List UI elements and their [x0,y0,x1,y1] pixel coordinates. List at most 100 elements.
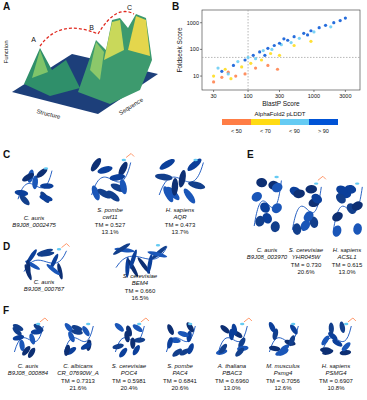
protein-helix [14,189,28,197]
protein-helix [37,251,54,258]
scatter-point [236,60,239,63]
protein-region [44,167,48,169]
species-name: S. cerevisiae [112,363,147,369]
panel-label: C [3,149,10,160]
protein-helix [166,337,174,349]
scatter-point [278,54,281,57]
protein-region [314,182,318,184]
x-tick-label: 1000 [308,93,320,99]
scatter-point [329,25,332,28]
tm-score: TM = 0.7056 [266,378,301,384]
protein-helix [185,321,196,334]
panel-label: F [3,305,9,316]
species-name: S. pombe [167,363,193,369]
scatter-point [293,44,296,47]
colorbar-label: < 70 [260,128,271,134]
protein-helix [146,254,154,275]
axis-label: Structure [36,108,62,120]
panel-label: E [247,149,254,160]
scatter-point [309,29,312,32]
protein-region [156,244,160,246]
protein-structure [14,166,53,206]
protein-helix [109,173,125,182]
protein-region [344,323,348,325]
scatter-point [220,70,223,73]
axis-label: Function [3,40,9,63]
protein-helix [105,189,121,204]
protein-helix [112,242,131,257]
protein-structure [11,318,48,359]
landscape-peak [104,20,124,60]
protein-helix [26,259,32,276]
protein-helix [331,224,342,237]
protein-helix [258,201,272,215]
reference-line [248,10,249,90]
scatter-point [269,52,272,55]
landscape-point-label: B [89,24,94,31]
protein-tail [141,318,149,322]
sequence-identity: 13.0% [223,385,241,391]
scatter-point [298,37,301,40]
scatter-point [293,35,296,38]
protein-helix [177,169,187,188]
protein-helix [118,347,129,359]
tm-score: TM = 0.6960 [215,378,250,384]
x-tick-label: 100 [243,93,252,99]
protein-helix [339,321,346,333]
protein-region [36,323,40,325]
gene-name: ACSL1 [336,254,356,260]
sequence-identity: 20.4% [120,385,138,391]
protein-helix [80,341,93,351]
protein-helix [256,178,268,188]
colorbar-title: AlphaFold2 pLDDT [254,111,305,117]
scatter-point [224,68,227,71]
gene-name: Psmg4 [274,370,293,376]
sequence-identity: 13.7% [171,229,189,235]
scatter-point [263,54,266,57]
protein-tail [126,154,134,158]
protein-region [240,323,244,325]
y-tick-label: 1000 [187,20,199,26]
protein-helix [119,178,129,195]
scatter-point [332,21,335,24]
gene-name: cwf11 [102,214,117,220]
protein-structure [215,318,252,358]
scatter-point [286,39,289,42]
protein-helix [234,346,246,358]
panel-label: D [3,241,10,252]
x-tick [313,90,314,92]
protein-helix [40,183,54,189]
y-tick-label: 10 [193,73,199,79]
protein-region [137,323,141,325]
scatter-point [262,49,265,52]
protein-helix [166,323,176,336]
colorbar-segment [309,119,338,125]
colorbar-label: < 90 [289,128,300,134]
tm-score: TM = 0.473 [165,222,196,228]
scatter-point [252,54,255,57]
protein-helix [182,187,198,205]
protein-helix [11,325,23,337]
species-name: H. sapiens [333,247,361,253]
protein-helix [155,173,173,182]
scatter-point [246,56,249,59]
protein-structure [250,176,284,233]
scatter-point [266,47,269,50]
tm-score: TM = 0.5981 [112,378,147,384]
y-tick [200,49,202,50]
x-axis-label: BlastP Score [262,100,300,107]
scatter-point [254,57,257,60]
gene-name: B9J08_000767 [24,286,65,292]
gene-name: POC4 [121,370,138,376]
species-name: S. cerevisiae [123,273,158,279]
tm-score: TM = 0.615 [332,262,363,268]
protein-region [193,159,197,161]
protein-helix [112,343,124,351]
gene-name: B9J08_003970 [247,254,288,260]
sequence-identity: 13.0% [338,269,356,275]
scatter-point [212,74,215,77]
y-tick [200,76,202,77]
protein-helix [254,215,266,228]
protein-helix [131,323,143,334]
protein-structure [155,157,206,205]
